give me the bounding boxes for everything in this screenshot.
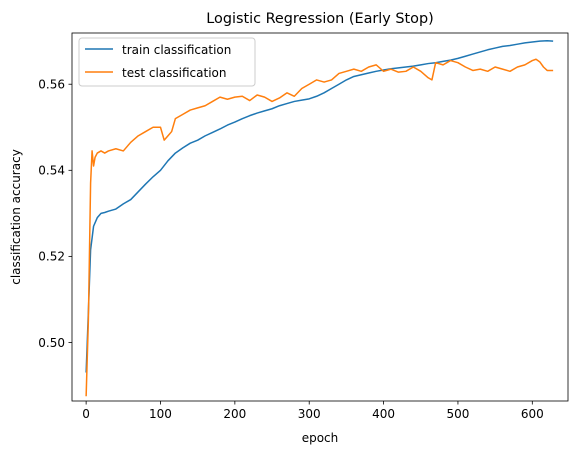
axis-ticks: 0 100 200 300 400 500 600 0.50 0.52 0.54 0.56 (38, 78, 543, 421)
y-tick-label: 0.50 (38, 336, 65, 350)
chart-title: Logistic Regression (Early Stop) (206, 11, 433, 27)
x-tick-label: 500 (446, 407, 469, 421)
axes-frame (71, 32, 569, 402)
plot-area (85, 40, 554, 397)
x-tick-label: 400 (372, 407, 395, 421)
x-tick-label: 200 (223, 407, 246, 421)
x-tick-label: 300 (298, 407, 321, 421)
series-line-train (85, 40, 554, 373)
legend: train classification test classification (78, 37, 256, 87)
y-tick-label: 0.56 (38, 78, 65, 92)
x-tick-label: 600 (521, 407, 544, 421)
x-tick-label: 0 (82, 407, 90, 421)
y-axis-label: classification accuracy (9, 149, 23, 285)
legend-box (78, 37, 256, 87)
series-line-test (85, 58, 554, 397)
x-tick-label: 100 (149, 407, 172, 421)
legend-label-test: test classification (122, 66, 226, 80)
y-tick-label: 0.54 (38, 164, 65, 178)
x-axis-label: epoch (302, 431, 339, 445)
legend-label-train: train classification (122, 43, 231, 57)
y-tick-label: 0.52 (38, 250, 65, 264)
